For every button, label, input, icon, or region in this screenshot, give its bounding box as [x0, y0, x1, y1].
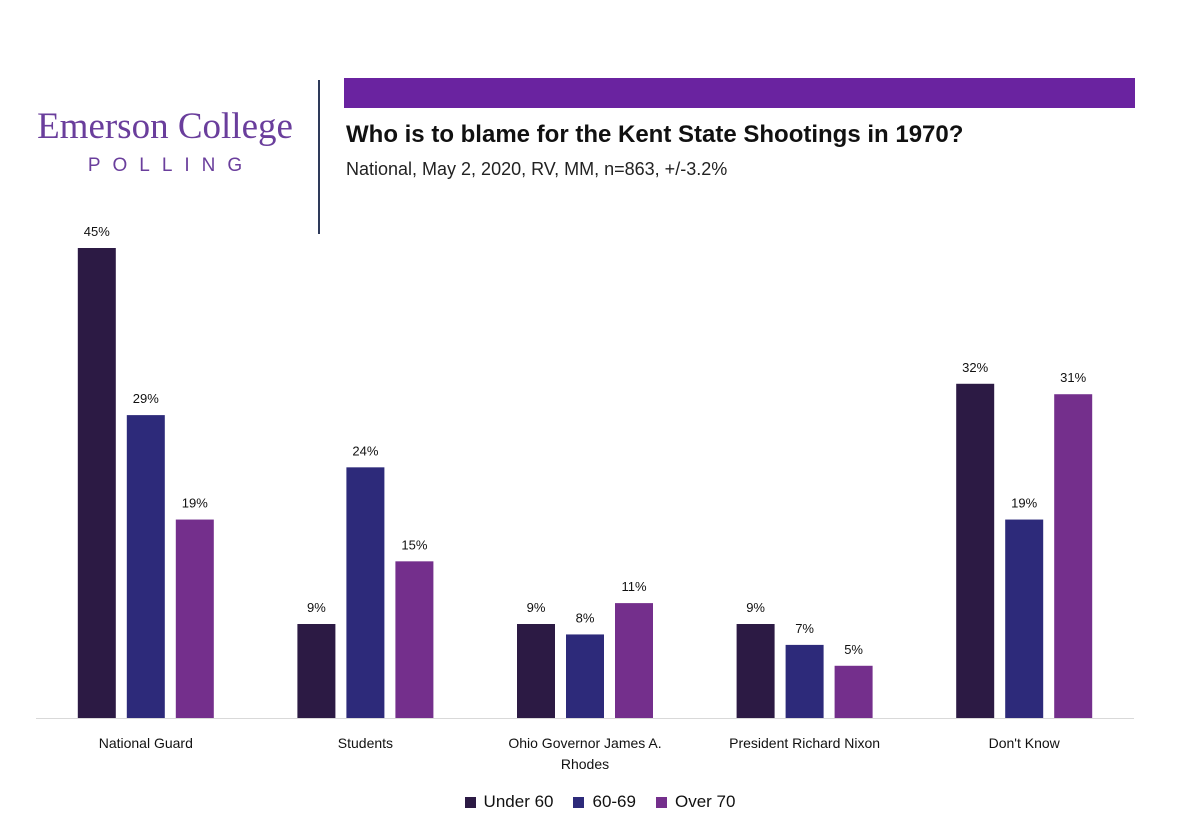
- data-label: 19%: [1011, 496, 1037, 511]
- header-banner: [344, 78, 1135, 108]
- data-label: 9%: [746, 600, 765, 615]
- emerson-college-polling-logo: Emerson College POLLING: [24, 108, 306, 177]
- data-label: 24%: [352, 443, 378, 458]
- data-label: 9%: [307, 600, 326, 615]
- data-label: 7%: [795, 621, 814, 636]
- data-label: 31%: [1060, 370, 1086, 385]
- data-label: 5%: [844, 642, 863, 657]
- bar: [956, 383, 995, 718]
- category-label: President Richard Nixon: [729, 735, 880, 751]
- logo-subtitle: POLLING: [87, 155, 255, 176]
- chart-legend: Under 60 60-69 Over 70: [0, 792, 1200, 812]
- logo-name: Emerson College: [37, 106, 293, 147]
- legend-label: Under 60: [483, 792, 554, 811]
- chart-subtitle: National, May 2, 2020, RV, MM, n=863, +/…: [346, 159, 728, 179]
- bar: [615, 603, 653, 718]
- bar: [1054, 394, 1093, 718]
- header-divider: [318, 80, 320, 234]
- legend-label: 60-69: [592, 792, 636, 811]
- data-label: 29%: [133, 391, 159, 406]
- data-label: 45%: [84, 224, 110, 239]
- bar: [77, 248, 116, 718]
- bar: [517, 624, 555, 718]
- category-label: Ohio Governor James A. Rhodes: [508, 735, 661, 772]
- bar: [1005, 519, 1044, 718]
- bar: [346, 467, 385, 718]
- data-label: 19%: [182, 496, 208, 511]
- legend-swatch: [464, 796, 476, 808]
- bar: [297, 624, 336, 718]
- data-label: 32%: [962, 360, 988, 375]
- bar: [566, 634, 604, 718]
- category-label: Don't Know: [989, 735, 1061, 751]
- category-label: Students: [338, 735, 393, 751]
- data-label: 11%: [621, 579, 646, 594]
- chart-title: Who is to blame for the Kent State Shoot…: [346, 121, 964, 148]
- legend-swatch: [655, 796, 667, 808]
- legend-item: 60-69: [573, 792, 636, 812]
- legend-swatch: [573, 796, 585, 808]
- category-label: National Guard: [99, 735, 193, 751]
- bar: [736, 624, 775, 718]
- legend-label: Over 70: [674, 792, 736, 811]
- bar: [834, 665, 873, 718]
- legend-item: Under 60: [464, 792, 554, 812]
- bar: [785, 644, 824, 718]
- data-label: 15%: [401, 537, 427, 552]
- bar: [395, 561, 434, 718]
- data-label: 9%: [527, 600, 546, 615]
- legend-item: Over 70: [655, 792, 736, 812]
- bar: [175, 519, 214, 718]
- bar: [126, 415, 165, 718]
- data-label: 8%: [576, 610, 595, 625]
